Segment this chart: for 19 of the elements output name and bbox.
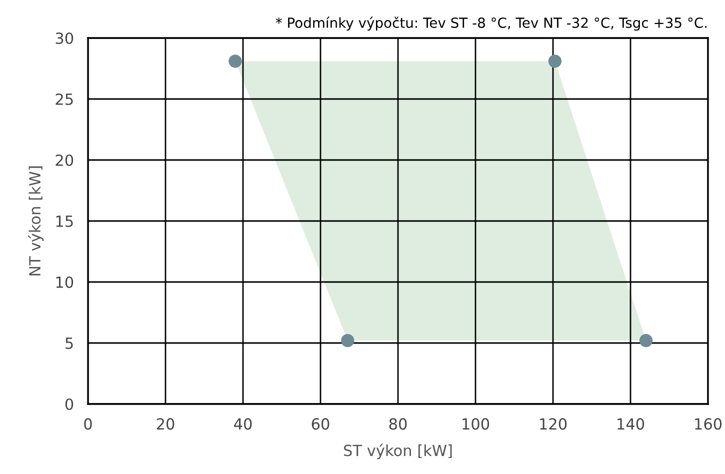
x-axis-title: ST výkon [kW] — [344, 444, 452, 460]
x-tick-label: 40 — [234, 418, 252, 430]
y-tick-label: 15 — [56, 216, 73, 228]
x-tick-label: 80 — [389, 418, 407, 430]
x-tick-label: 100 — [462, 418, 490, 430]
x-tick-label: 120 — [540, 418, 567, 430]
y-tick-label: 5 — [66, 338, 73, 350]
y-tick-label: 25 — [56, 93, 73, 106]
x-tick-label: 60 — [312, 418, 330, 430]
x-tick-label: 160 — [695, 418, 722, 430]
x-tick-label: 140 — [618, 418, 644, 430]
x-tick-label: 20 — [156, 418, 174, 430]
y-tick-label: 20 — [56, 154, 74, 166]
y-tick-label: 0 — [65, 398, 74, 410]
y-tick-label: 30 — [56, 32, 74, 44]
text: * Podmínky výpočtu: Tev ST -8 °C, Tev NT -32 °C, Tsgc +35 °C. — [276, 16, 707, 31]
y-axis-title: NT výkon [kW] — [28, 166, 44, 276]
y-tick-label: 10 — [56, 276, 74, 288]
x-tick-label: 0 — [84, 418, 92, 430]
